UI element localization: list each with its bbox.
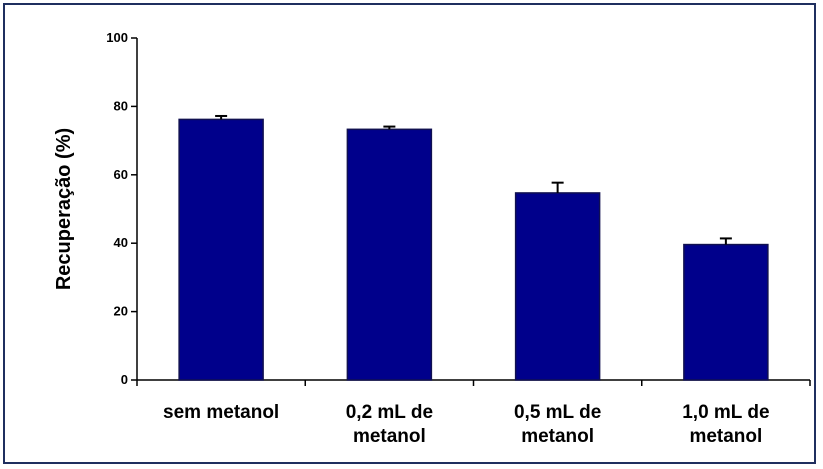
x-tick-label: metanol <box>689 426 762 447</box>
x-tick-label: sem metanol <box>163 402 279 423</box>
x-tick-label: 0,2 mL de <box>346 402 433 423</box>
bar <box>514 192 601 381</box>
y-tick-label: 20 <box>114 304 128 319</box>
x-tick-label: metanol <box>521 426 594 447</box>
bar <box>683 243 769 381</box>
x-tick-label: 1,0 mL de <box>682 402 769 423</box>
bar <box>178 118 264 381</box>
bars <box>178 118 769 381</box>
x-tick-label: 0,5 mL de <box>514 402 601 423</box>
error-bars <box>215 114 732 245</box>
x-axis: sem metanol 0,2 mL de metanol 0,5 mL de meta… <box>136 379 811 447</box>
bar <box>346 128 433 381</box>
y-tick-label: 0 <box>121 372 128 387</box>
y-tick-label: 60 <box>114 167 128 182</box>
y-tick-label: 40 <box>114 235 128 250</box>
y-tick-label: 80 <box>114 98 128 113</box>
x-tick-label: metanol <box>353 426 426 447</box>
y-axis: 0 20 40 60 80 100 <box>106 30 138 387</box>
y-axis-title: Recuperação (%) <box>53 128 75 290</box>
y-tick-label: 100 <box>106 30 128 45</box>
